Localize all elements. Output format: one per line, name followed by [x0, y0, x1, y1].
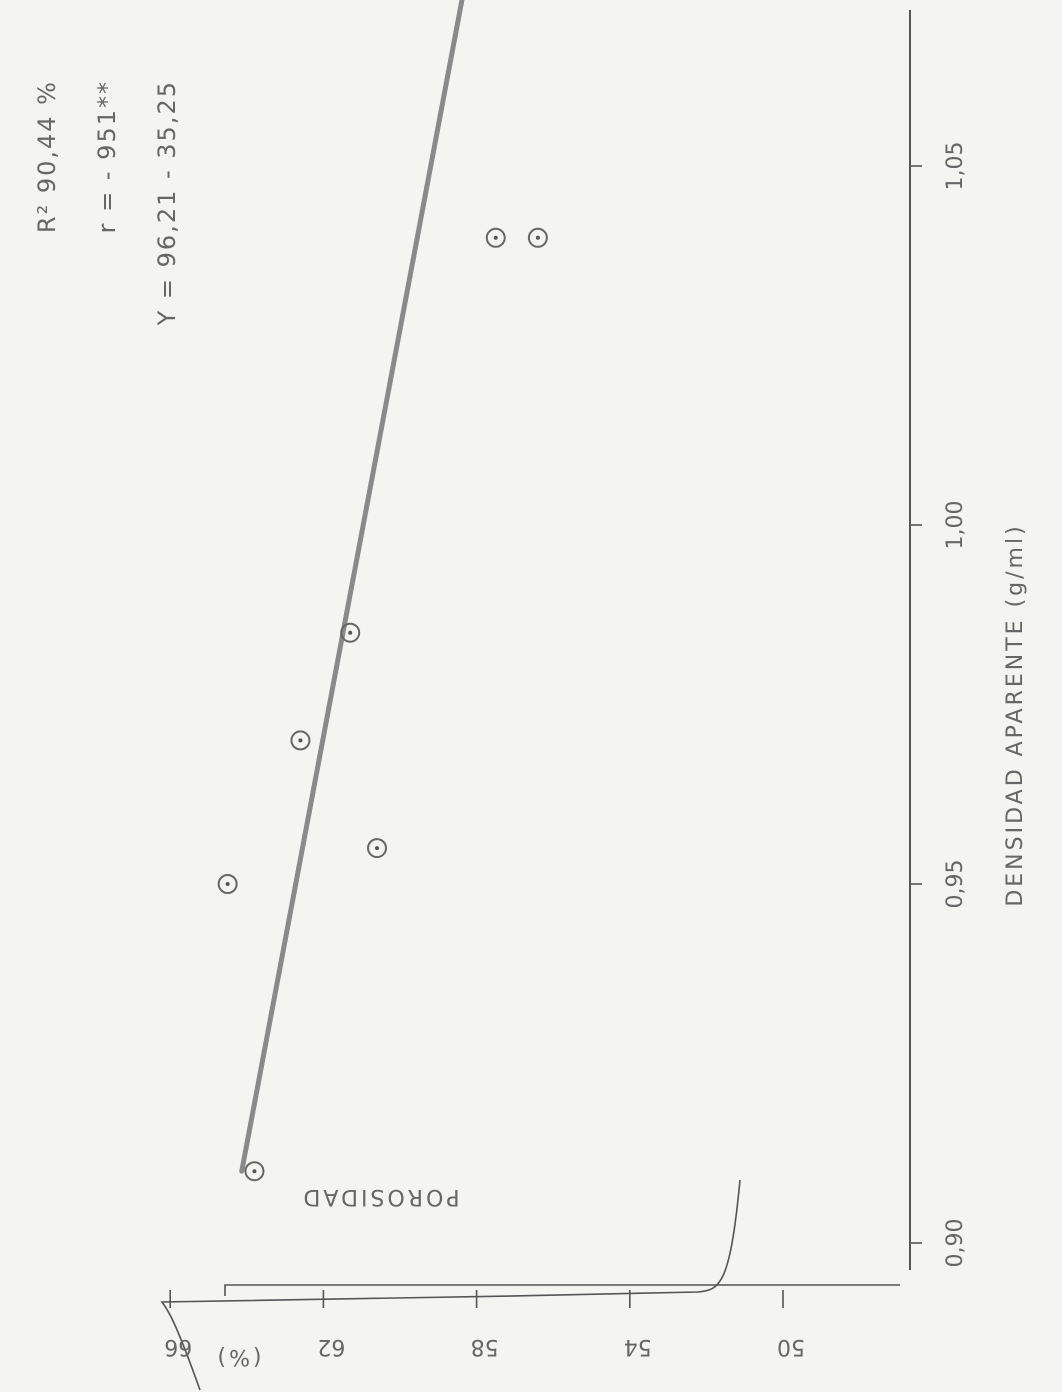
data-point — [244, 1161, 265, 1182]
data-points — [217, 227, 548, 1182]
y-tick-label: 66 — [164, 1334, 192, 1359]
r-squared-text: R² 90,44 % — [33, 80, 61, 233]
x-axis-title: DENSIDAD APARENTE (g/ml) — [1003, 523, 1028, 906]
y-axis-unit: (%) — [214, 1344, 261, 1369]
regression-line — [239, 0, 465, 1174]
x-tick-label: 1,05 — [943, 142, 968, 191]
x-tick-label: 0,90 — [943, 1219, 968, 1268]
equation-text: Y = 96,21 - 35,25 — [153, 80, 181, 326]
data-point — [367, 838, 388, 859]
x-tick-label: 1,00 — [943, 501, 968, 550]
data-point — [217, 874, 238, 894]
axes — [160, 10, 911, 1391]
data-point — [527, 227, 548, 248]
y-axis-line — [160, 1179, 900, 1391]
data-point — [485, 227, 506, 248]
data-point — [290, 730, 311, 751]
r-value-text: r = - 951** — [93, 80, 121, 233]
y-tick-label: 62 — [317, 1334, 345, 1359]
regression-annotation: Y = 96,21 - 35,25 r = - 951** R² 90,44 % — [33, 80, 181, 326]
y-tick-label: 50 — [777, 1334, 805, 1359]
y-tick-label: 54 — [624, 1334, 652, 1359]
y-axis-title: POROSIDAD — [300, 1184, 459, 1209]
x-ticks: 0,900,951,001,051,101,151,20 — [910, 142, 968, 1268]
regression-line-group — [239, 0, 465, 1174]
y-tick-label: 58 — [471, 1334, 499, 1359]
x-tick-label: 0,95 — [943, 860, 968, 909]
data-point — [340, 622, 361, 643]
y-ticks: 50 54 58 62 66 — [164, 1290, 805, 1359]
